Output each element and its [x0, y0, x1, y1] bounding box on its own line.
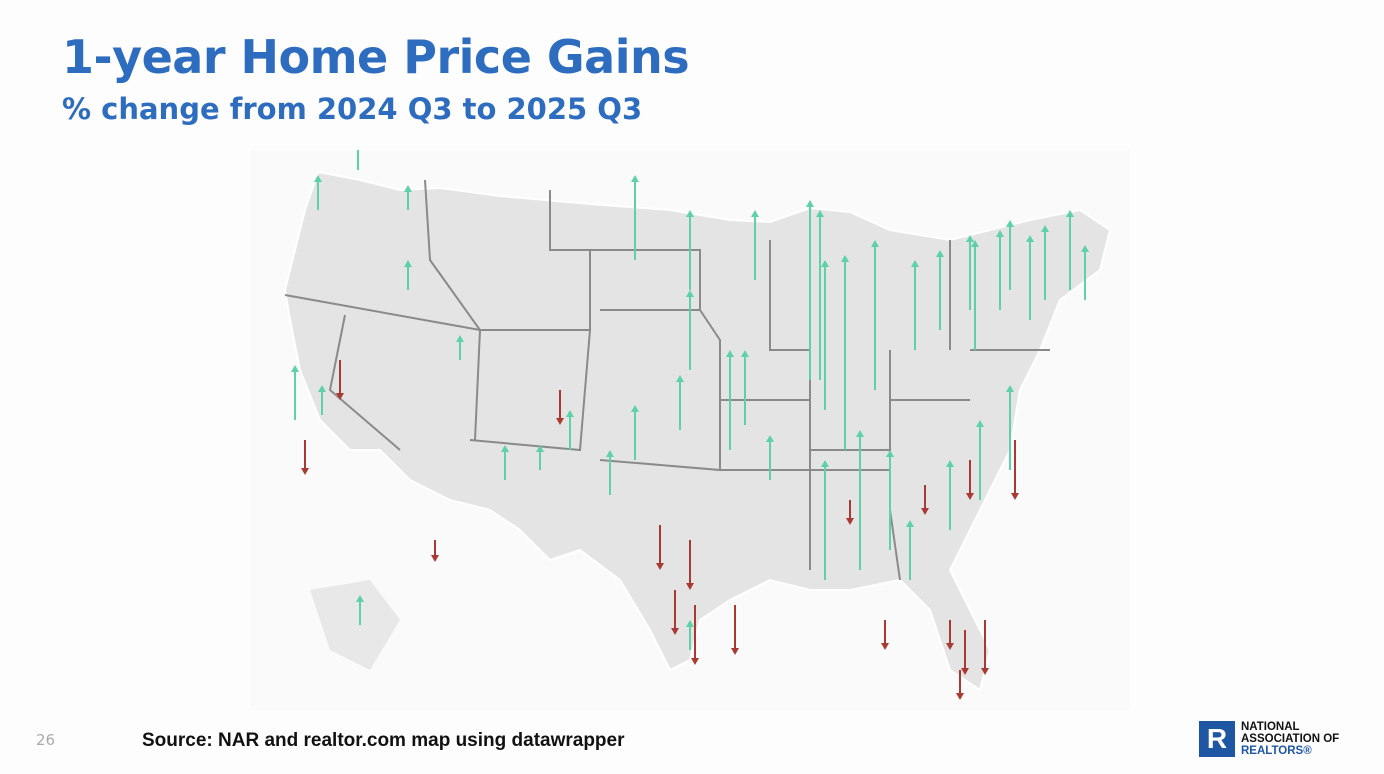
arrow-head: [301, 468, 309, 475]
arrow-head: [906, 520, 914, 527]
arrow-head: [356, 595, 364, 602]
arrow-head: [314, 175, 322, 182]
arrow-head: [691, 658, 699, 665]
price-change-arrows: [291, 150, 1089, 700]
arrow-head: [881, 643, 889, 650]
arrow-head: [961, 668, 969, 675]
arrow-head: [946, 643, 954, 650]
arrow-head: [1011, 493, 1019, 500]
arrow-head: [536, 445, 544, 452]
logo-line: NATIONAL: [1241, 721, 1300, 733]
arrow-head: [404, 260, 412, 267]
arrow-head: [816, 210, 824, 217]
arrow-head: [291, 365, 299, 372]
title: 1-year Home Price Gains: [62, 30, 690, 84]
page-number: 26: [36, 731, 56, 749]
arrow-head: [846, 518, 854, 525]
arrow-head: [501, 445, 509, 452]
arrow-head: [841, 255, 849, 262]
arrow-head: [556, 418, 564, 425]
arrow-head: [631, 175, 639, 182]
arrow-head: [936, 250, 944, 257]
arrow-head: [336, 393, 344, 400]
arrow-head: [606, 450, 614, 457]
arrow-head: [871, 240, 879, 247]
arrow-head: [806, 200, 814, 207]
logo-mark: R: [1199, 721, 1235, 757]
arrow-head: [751, 210, 759, 217]
arrow-head: [966, 493, 974, 500]
arrow-head: [911, 260, 919, 267]
arrow-head: [821, 460, 829, 467]
arrow-head: [1081, 245, 1089, 252]
arrow-head: [1006, 220, 1014, 227]
arrow-head: [1026, 235, 1034, 242]
arrow-head: [981, 668, 989, 675]
arrow-head: [726, 350, 734, 357]
arrow-head: [456, 335, 464, 342]
arrow-head: [946, 460, 954, 467]
arrow-head: [971, 240, 979, 247]
arrow-head: [631, 405, 639, 412]
source-note: Source: NAR and realtor.com map using da…: [142, 730, 625, 751]
arrow-head: [318, 385, 326, 392]
arrow-head: [671, 628, 679, 635]
arrow-head: [656, 563, 664, 570]
arrow-head: [1006, 385, 1014, 392]
arrow-head: [921, 508, 929, 515]
arrow-head: [821, 260, 829, 267]
arrow-head: [996, 230, 1004, 237]
arrow-head: [686, 290, 694, 297]
arrow-head: [686, 620, 694, 627]
logo-line: ASSOCIATION OF: [1241, 733, 1340, 745]
arrow-head: [731, 648, 739, 655]
arrow-head: [886, 450, 894, 457]
logo-line: REALTORS®: [1241, 745, 1312, 757]
arrow-head: [431, 555, 439, 562]
nar-logo: R NATIONAL ASSOCIATION OF REALTORS®: [1199, 721, 1339, 757]
arrow-head: [966, 235, 974, 242]
arrow-head: [856, 430, 864, 437]
arrow-head: [766, 435, 774, 442]
arrow-head: [976, 420, 984, 427]
arrow-head: [676, 375, 684, 382]
arrow-head: [566, 410, 574, 417]
arrow-head: [404, 185, 412, 192]
arrow-head: [686, 210, 694, 217]
arrow-head: [1041, 225, 1049, 232]
arrow-head: [1066, 210, 1074, 217]
logo-text: NATIONAL ASSOCIATION OF REALTORS®: [1241, 721, 1339, 757]
arrow-head: [956, 693, 964, 700]
arrow-head: [686, 583, 694, 590]
us-map: [250, 150, 1130, 710]
subtitle: % change from 2024 Q3 to 2025 Q3: [62, 92, 643, 126]
alaska: [310, 580, 400, 670]
arrow-head: [741, 350, 749, 357]
